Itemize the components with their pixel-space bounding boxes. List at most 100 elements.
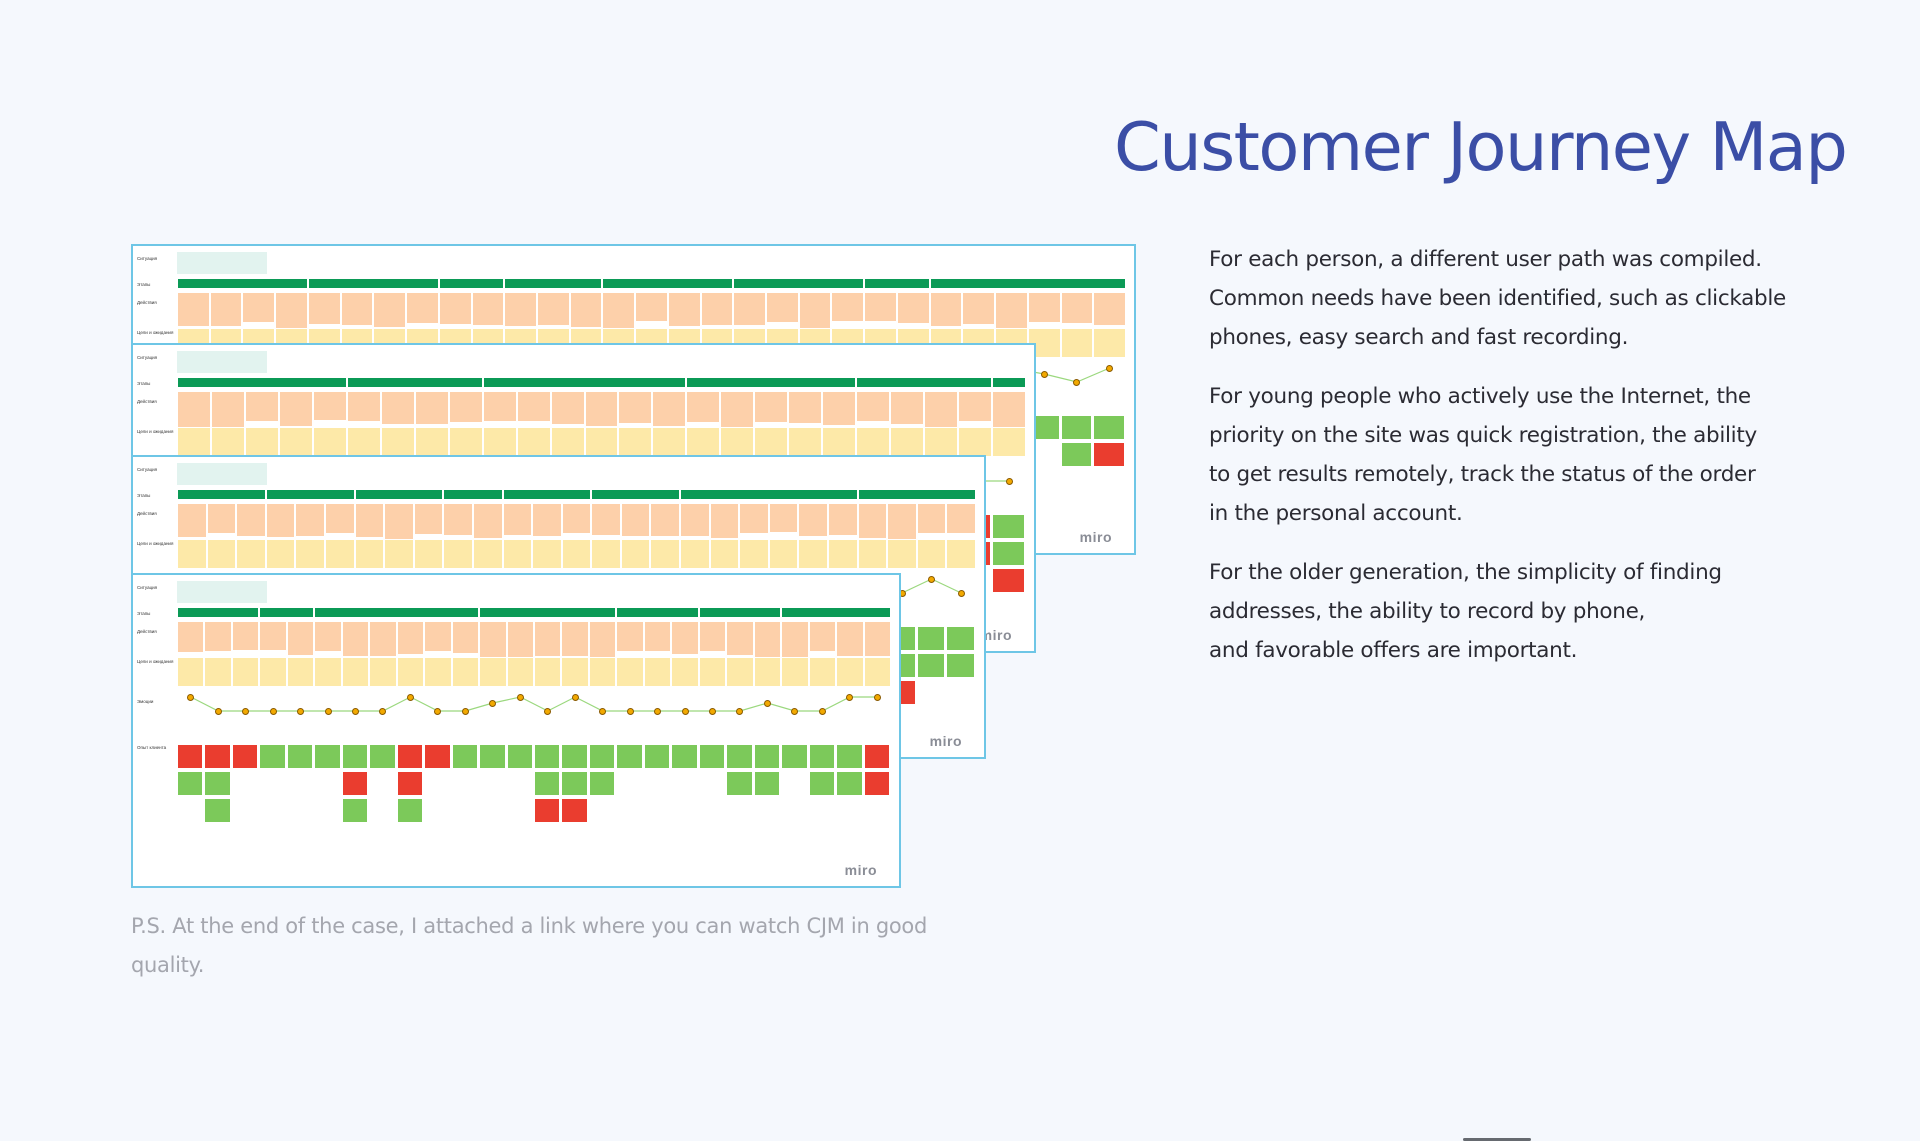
goal-sticky	[828, 539, 858, 569]
action-sticky	[667, 292, 701, 328]
emotion-face-icon	[434, 707, 442, 715]
goal-sticky	[643, 657, 672, 687]
action-sticky	[265, 503, 296, 539]
action-sticky	[584, 391, 619, 427]
emotion-face-icon	[516, 693, 524, 701]
row-label: Ситуация	[137, 256, 158, 261]
goal-sticky	[798, 539, 829, 569]
goal-sticky	[856, 427, 891, 457]
action-sticky	[341, 621, 370, 657]
goal-sticky	[384, 539, 414, 569]
action-sticky	[635, 292, 668, 323]
goal-sticky	[857, 539, 888, 569]
experience-sticky	[1061, 443, 1092, 466]
goal-sticky	[380, 427, 415, 457]
action-sticky	[396, 621, 425, 656]
stage-header	[178, 490, 265, 499]
scroll-indicator[interactable]	[1463, 1138, 1531, 1141]
row-label: Этапы	[137, 493, 151, 498]
action-sticky	[231, 621, 260, 652]
action-sticky	[482, 391, 517, 423]
action-sticky	[177, 621, 205, 653]
experience-sticky	[315, 745, 340, 768]
situation-note	[177, 252, 267, 274]
miro-logo: miro	[929, 733, 962, 749]
experience-sticky	[535, 745, 560, 768]
action-sticky	[506, 621, 534, 658]
goal-sticky	[506, 657, 534, 687]
goal-sticky	[443, 539, 473, 569]
description: For each person, a different user path w…	[1209, 240, 1809, 690]
stage-header	[439, 279, 504, 288]
action-sticky	[671, 621, 699, 655]
goal-sticky	[177, 427, 211, 457]
goal-sticky	[591, 539, 621, 569]
stage-header	[930, 279, 1125, 288]
action-sticky	[244, 391, 279, 422]
emotion-face-icon	[214, 707, 222, 715]
emotion-face-icon	[1040, 370, 1048, 378]
goal-sticky	[502, 539, 533, 569]
experience-sticky	[864, 772, 889, 795]
stage-header	[483, 378, 686, 387]
action-sticky	[739, 503, 769, 534]
action-sticky	[1093, 292, 1126, 327]
action-sticky	[354, 503, 385, 539]
action-sticky	[831, 292, 865, 323]
stage-header	[178, 378, 346, 387]
description-paragraph-3: For the older generation, the simplicity…	[1209, 560, 1722, 663]
action-sticky	[808, 621, 837, 652]
action-sticky	[588, 621, 617, 659]
experience-sticky	[342, 745, 368, 768]
goal-sticky	[1093, 328, 1126, 358]
action-sticky	[471, 292, 505, 326]
experience-sticky	[864, 745, 889, 768]
experience-sticky	[727, 772, 752, 795]
goal-sticky	[314, 657, 342, 687]
goal-sticky	[618, 427, 653, 457]
action-sticky	[204, 621, 232, 653]
page-title: Customer Journey Map	[1114, 108, 1848, 186]
action-sticky	[618, 391, 653, 425]
stage-header	[865, 279, 929, 288]
experience-sticky	[397, 772, 423, 795]
action-sticky	[314, 621, 342, 652]
action-sticky	[1027, 292, 1061, 323]
action-sticky	[324, 503, 355, 534]
goal-sticky	[709, 539, 740, 569]
action-sticky	[236, 503, 266, 538]
goal-sticky	[788, 427, 823, 457]
emotion-face-icon	[544, 707, 552, 715]
row-label: Действия	[137, 511, 157, 516]
experience-sticky	[287, 745, 313, 768]
goal-sticky	[312, 427, 347, 457]
emotion-face-icon	[957, 589, 965, 597]
action-sticky	[686, 391, 721, 423]
goal-sticky	[588, 657, 617, 687]
goal-sticky	[236, 539, 266, 569]
row-label: Ситуация	[137, 355, 158, 360]
situation-note	[177, 581, 267, 603]
action-sticky	[753, 621, 782, 658]
action-sticky	[502, 503, 533, 536]
goal-sticky	[561, 657, 589, 687]
action-sticky	[720, 391, 755, 429]
goal-sticky	[259, 657, 287, 687]
goal-sticky	[413, 539, 444, 569]
row-label: Этапы	[137, 282, 151, 287]
stage-header	[617, 608, 698, 617]
action-sticky	[698, 621, 727, 653]
emotion-face-icon	[1106, 364, 1114, 372]
goal-sticky	[324, 539, 355, 569]
action-sticky	[798, 292, 832, 329]
action-sticky	[438, 292, 472, 326]
stage-header	[734, 279, 864, 288]
emotion-face-icon	[681, 707, 689, 715]
action-sticky	[516, 391, 551, 422]
action-sticky	[620, 503, 651, 537]
experience-sticky	[993, 542, 1024, 565]
goal-sticky	[177, 657, 205, 687]
goal-sticky	[244, 427, 279, 457]
action-sticky	[286, 621, 315, 656]
action-sticky	[863, 621, 891, 657]
